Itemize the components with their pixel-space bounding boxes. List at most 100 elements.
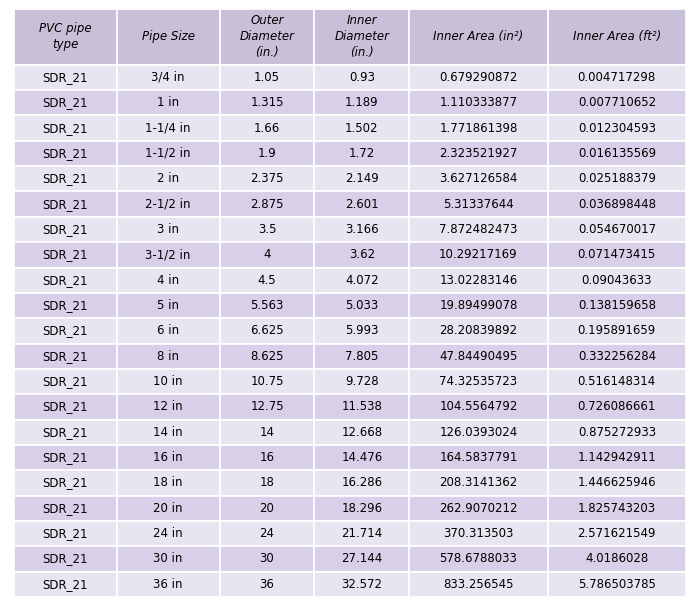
Text: 18 in: 18 in — [153, 476, 183, 490]
Bar — [117, 90, 220, 115]
Bar — [14, 9, 117, 65]
Text: 36 in: 36 in — [153, 578, 183, 591]
Text: 16.286: 16.286 — [342, 476, 382, 490]
Text: 10.29217169: 10.29217169 — [439, 248, 518, 262]
Bar — [314, 344, 410, 369]
Text: 10.75: 10.75 — [250, 375, 284, 388]
Bar — [14, 217, 117, 242]
Bar — [314, 217, 410, 242]
Bar — [410, 547, 547, 572]
Bar — [220, 496, 314, 521]
Bar — [547, 293, 686, 318]
Text: 9.728: 9.728 — [345, 375, 379, 388]
Bar — [410, 293, 547, 318]
Text: SDR_21: SDR_21 — [43, 172, 88, 185]
Bar — [220, 191, 314, 217]
Bar — [117, 268, 220, 293]
Bar — [220, 344, 314, 369]
Text: 1.825743203: 1.825743203 — [578, 502, 656, 515]
Text: SDR_21: SDR_21 — [43, 248, 88, 262]
Bar — [117, 166, 220, 191]
Bar — [410, 394, 547, 419]
Text: 0.679290872: 0.679290872 — [440, 71, 518, 84]
Bar — [547, 141, 686, 166]
Text: 0.004717298: 0.004717298 — [578, 71, 656, 84]
Text: 3/4 in: 3/4 in — [151, 71, 185, 84]
Text: 5 in: 5 in — [158, 299, 179, 312]
Bar — [314, 191, 410, 217]
Bar — [547, 166, 686, 191]
Text: 32.572: 32.572 — [342, 578, 382, 591]
Text: 1.315: 1.315 — [250, 96, 284, 109]
Text: Inner
Diameter
(in.): Inner Diameter (in.) — [335, 14, 389, 59]
Text: 12.75: 12.75 — [250, 400, 284, 413]
Text: 1-1/2 in: 1-1/2 in — [146, 147, 191, 160]
Text: SDR_21: SDR_21 — [43, 299, 88, 312]
Bar — [314, 496, 410, 521]
Text: SDR_21: SDR_21 — [43, 502, 88, 515]
Text: 12 in: 12 in — [153, 400, 183, 413]
Text: 0.516148314: 0.516148314 — [578, 375, 656, 388]
Bar — [117, 217, 220, 242]
Text: 0.875272933: 0.875272933 — [578, 426, 656, 439]
Bar — [547, 369, 686, 394]
Text: 8 in: 8 in — [158, 350, 179, 363]
Text: 0.054670017: 0.054670017 — [578, 223, 656, 236]
Text: 0.09043633: 0.09043633 — [582, 274, 652, 287]
Text: 3.62: 3.62 — [349, 248, 375, 262]
Text: 30: 30 — [260, 553, 274, 565]
Bar — [410, 496, 547, 521]
Text: 2 in: 2 in — [157, 172, 179, 185]
Text: 833.256545: 833.256545 — [443, 578, 514, 591]
Bar — [220, 445, 314, 470]
Text: SDR_21: SDR_21 — [43, 325, 88, 337]
Text: 164.5837791: 164.5837791 — [440, 451, 518, 464]
Bar — [117, 344, 220, 369]
Bar — [547, 318, 686, 344]
Bar — [14, 242, 117, 268]
Bar — [314, 521, 410, 547]
Text: 5.033: 5.033 — [345, 299, 379, 312]
Bar — [547, 242, 686, 268]
Text: 12.668: 12.668 — [342, 426, 382, 439]
Text: SDR_21: SDR_21 — [43, 350, 88, 363]
Text: 5.563: 5.563 — [251, 299, 284, 312]
Bar — [117, 191, 220, 217]
Bar — [220, 547, 314, 572]
Text: 20 in: 20 in — [153, 502, 183, 515]
Text: 0.007710652: 0.007710652 — [578, 96, 656, 109]
Bar — [314, 242, 410, 268]
Text: 7.805: 7.805 — [345, 350, 379, 363]
Bar — [220, 318, 314, 344]
Bar — [14, 191, 117, 217]
Bar — [314, 90, 410, 115]
Bar — [314, 445, 410, 470]
Text: 8.625: 8.625 — [250, 350, 284, 363]
Text: 370.313503: 370.313503 — [443, 527, 514, 540]
Bar — [117, 369, 220, 394]
Text: 0.93: 0.93 — [349, 71, 375, 84]
Bar — [547, 445, 686, 470]
Bar — [314, 141, 410, 166]
Text: 10 in: 10 in — [153, 375, 183, 388]
Text: 2-1/2 in: 2-1/2 in — [146, 197, 191, 211]
Text: 0.036898448: 0.036898448 — [578, 197, 656, 211]
Bar — [14, 521, 117, 547]
Bar — [410, 419, 547, 445]
Bar — [547, 547, 686, 572]
Text: SDR_21: SDR_21 — [43, 578, 88, 591]
Text: 4.0186028: 4.0186028 — [585, 553, 648, 565]
Bar — [314, 394, 410, 419]
Text: 126.0393024: 126.0393024 — [440, 426, 517, 439]
Text: 1.05: 1.05 — [254, 71, 280, 84]
Text: 7.872482473: 7.872482473 — [440, 223, 518, 236]
Bar — [410, 445, 547, 470]
Bar — [547, 344, 686, 369]
Bar — [220, 293, 314, 318]
Text: 0.195891659: 0.195891659 — [578, 325, 656, 337]
Text: 14: 14 — [260, 426, 274, 439]
Text: 0.016135569: 0.016135569 — [578, 147, 656, 160]
Text: 0.138159658: 0.138159658 — [578, 299, 656, 312]
Bar — [410, 9, 547, 65]
Bar — [547, 115, 686, 141]
